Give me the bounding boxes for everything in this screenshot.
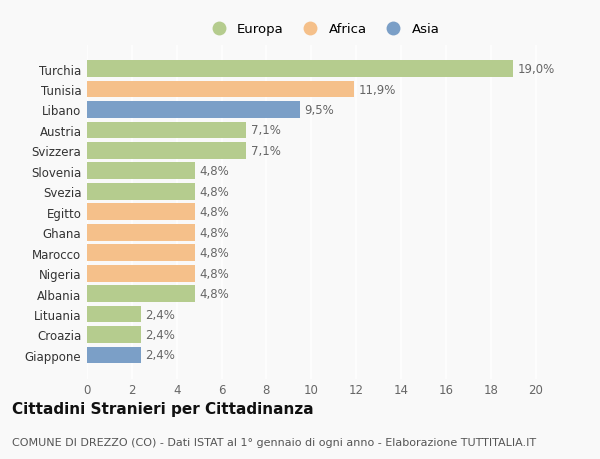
Text: 4,8%: 4,8%: [199, 226, 229, 239]
Text: 2,4%: 2,4%: [145, 328, 175, 341]
Bar: [87, 81, 354, 98]
Text: 4,8%: 4,8%: [199, 185, 229, 198]
Text: 19,0%: 19,0%: [518, 63, 555, 76]
Text: 2,4%: 2,4%: [145, 308, 175, 321]
Bar: [87, 265, 194, 282]
Bar: [87, 204, 194, 221]
Bar: [87, 163, 194, 180]
Text: 11,9%: 11,9%: [358, 84, 396, 96]
Bar: [87, 347, 141, 364]
Legend: Europa, Africa, Asia: Europa, Africa, Asia: [202, 19, 443, 40]
Text: COMUNE DI DREZZO (CO) - Dati ISTAT al 1° gennaio di ogni anno - Elaborazione TUT: COMUNE DI DREZZO (CO) - Dati ISTAT al 1°…: [12, 437, 536, 447]
Bar: [87, 245, 194, 262]
Bar: [87, 285, 194, 302]
Text: Cittadini Stranieri per Cittadinanza: Cittadini Stranieri per Cittadinanza: [12, 401, 314, 416]
Text: 4,8%: 4,8%: [199, 287, 229, 301]
Text: 7,1%: 7,1%: [251, 145, 281, 157]
Text: 2,4%: 2,4%: [145, 349, 175, 362]
Bar: [87, 61, 513, 78]
Text: 4,8%: 4,8%: [199, 267, 229, 280]
Bar: [87, 224, 194, 241]
Text: 4,8%: 4,8%: [199, 165, 229, 178]
Bar: [87, 122, 246, 139]
Text: 7,1%: 7,1%: [251, 124, 281, 137]
Bar: [87, 143, 246, 159]
Text: 4,8%: 4,8%: [199, 246, 229, 260]
Text: 9,5%: 9,5%: [305, 104, 334, 117]
Bar: [87, 184, 194, 200]
Text: 4,8%: 4,8%: [199, 206, 229, 219]
Bar: [87, 326, 141, 343]
Bar: [87, 306, 141, 323]
Bar: [87, 102, 300, 118]
